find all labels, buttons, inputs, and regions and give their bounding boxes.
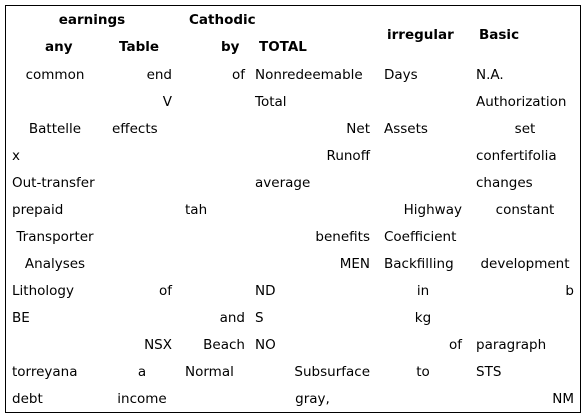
table-cell: Analyses	[24, 256, 86, 272]
table-cell: effects	[112, 121, 158, 137]
table-cell: in	[416, 283, 430, 299]
table-cell: Beach	[203, 337, 245, 353]
table-cell: development	[480, 256, 570, 272]
table-cell: Authorization	[476, 94, 567, 110]
table-cell: Runoff	[326, 148, 370, 164]
table-cell: tah	[185, 202, 208, 218]
header-any: any	[45, 39, 73, 55]
table-cell: Battelle	[28, 121, 82, 137]
table-cell: torreyana	[12, 364, 78, 380]
header-cathodic: Cathodic	[189, 12, 256, 28]
table-cell: STS	[476, 364, 502, 380]
table-cell: Highway	[403, 202, 462, 218]
table-cell: BE	[12, 310, 30, 326]
table-cell: Backfilling	[384, 256, 454, 272]
table-cell: to	[416, 364, 430, 380]
table-cell: paragraph	[476, 337, 547, 353]
table-cell: common	[25, 67, 85, 83]
table-cell: prepaid	[12, 202, 64, 218]
table-cell: NM	[552, 391, 574, 407]
table-cell: Out-transfer	[12, 175, 95, 191]
table-cell: a	[137, 364, 147, 380]
table-cell: MEN	[339, 256, 370, 272]
table-cell: S	[255, 310, 264, 326]
table-cell: Subsurface	[294, 364, 370, 380]
table-cell: x	[12, 148, 20, 164]
table-cell: of	[448, 337, 462, 353]
table-cell: Total	[255, 94, 287, 110]
header-earnings: earnings	[58, 12, 126, 28]
table-cell: of	[158, 283, 172, 299]
table-cell: gray,	[295, 391, 330, 407]
table-cell: N.A.	[476, 67, 504, 83]
table-cell: Net	[346, 121, 370, 137]
table-cell: end	[146, 67, 172, 83]
table-cell: NO	[255, 337, 276, 353]
table-cell: Normal	[185, 364, 234, 380]
table-cell: debt	[12, 391, 43, 407]
table-cell: income	[117, 391, 167, 407]
table-cell: constant	[495, 202, 555, 218]
table-cell: changes	[476, 175, 533, 191]
table-cell: Days	[384, 67, 418, 83]
table-cell: average	[255, 175, 311, 191]
table-cell: V	[162, 94, 172, 110]
table-cell: Nonredeemable	[255, 67, 363, 83]
table-cell: of	[231, 67, 245, 83]
table-cell: and	[219, 310, 245, 326]
table-cell: Transporter	[16, 229, 94, 245]
table-cell: Lithology	[12, 283, 74, 299]
table-cell: set	[514, 121, 536, 137]
table-cell: b	[565, 283, 574, 299]
table-cell: Assets	[384, 121, 428, 137]
table-cell: benefits	[315, 229, 370, 245]
table-cell: confertifolia	[476, 148, 557, 164]
header-table: Table	[119, 39, 160, 55]
header-by: by	[221, 39, 240, 55]
header-basic: Basic	[479, 27, 520, 43]
table-cell: ND	[255, 283, 276, 299]
table-cell: Coefficient	[384, 229, 457, 245]
header-total: TOTAL	[259, 39, 307, 55]
table-cell: NSX	[144, 337, 172, 353]
table-cell: kg	[414, 310, 432, 326]
table-frame	[5, 5, 581, 413]
header-irregular: irregular	[387, 27, 454, 43]
